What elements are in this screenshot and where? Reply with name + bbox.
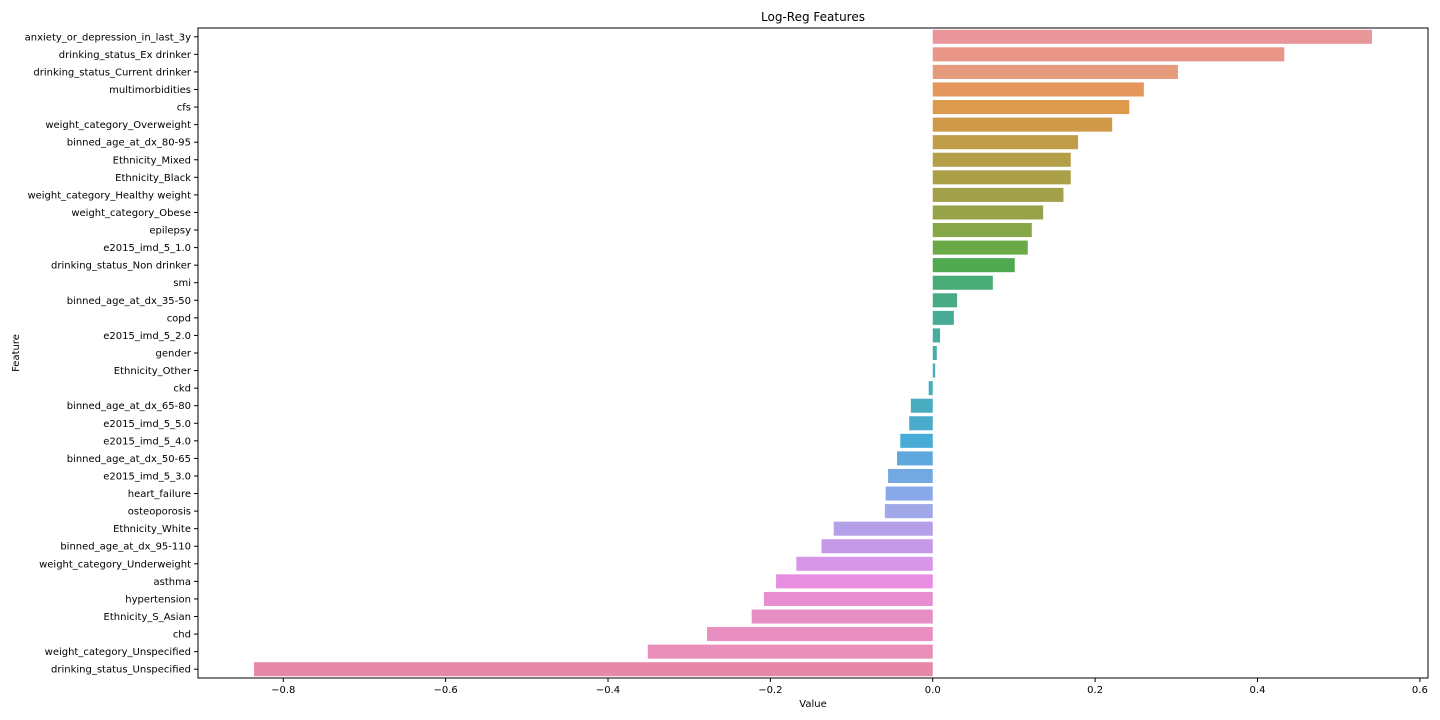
chart-title: Log-Reg Features: [761, 10, 865, 24]
bar-hypertension: [763, 591, 933, 606]
y-tick-label: weight_category_Unspecified: [45, 647, 191, 658]
y-tick-label: multimorbidities: [109, 85, 191, 96]
y-tick-label: asthma: [154, 577, 191, 588]
y-tick-label: chd: [173, 630, 191, 641]
y-tick-label: Ethnicity_Mixed: [113, 155, 191, 166]
bar-anxiety-or-depression-in-last-3y: [932, 29, 1372, 44]
bar-binned-age-at-dx-80-95: [932, 135, 1079, 150]
y-tick-label: e2015_imd_5_1.0: [103, 243, 191, 254]
bar-weight-category-unspecified: [647, 644, 933, 659]
bar-weight-category-healthy-weight: [932, 187, 1064, 202]
bar-drinking-status-non-drinker: [932, 258, 1015, 273]
x-tick-label: 0.6: [1412, 685, 1428, 696]
x-ticks: −0.8 −0.6 −0.4 −0.2 0.0 0.2 0.4 0.6: [271, 678, 1428, 696]
y-tick-label: smi: [173, 278, 191, 289]
y-tick-label: weight_category_Overweight: [45, 120, 191, 131]
y-tick-label: binned_age_at_dx_50-65: [67, 454, 191, 465]
bar-weight-category-overweight: [932, 117, 1113, 132]
y-tick-label: binned_age_at_dx_95-110: [60, 542, 191, 553]
y-axis-label: Feature: [11, 334, 22, 372]
y-tick-label: weight_category_Obese: [71, 208, 191, 219]
y-tick-label: binned_age_at_dx_65-80: [67, 401, 191, 412]
y-tick-label: osteoporosis: [128, 507, 191, 518]
y-tick-label: copd: [167, 313, 191, 324]
bar-copd: [932, 310, 954, 325]
bar-epilepsy: [932, 223, 1032, 238]
y-tick-label: epilepsy: [149, 226, 191, 237]
bar-e2015-imd-5-5-0: [909, 416, 933, 431]
bar-ethnicity-mixed: [932, 152, 1071, 167]
bar-binned-age-at-dx-65-80: [910, 398, 933, 413]
bar-e2015-imd-5-3-0: [888, 468, 933, 483]
x-tick-label: −0.8: [271, 685, 295, 696]
y-tick-label: ckd: [173, 384, 191, 395]
x-tick-label: −0.2: [758, 685, 782, 696]
x-tick-label: −0.6: [433, 685, 457, 696]
bar-asthma: [776, 574, 933, 589]
y-tick-label: Ethnicity_S_Asian: [104, 612, 191, 623]
bar-binned-age-at-dx-35-50: [932, 293, 958, 308]
bar-ckd: [928, 381, 933, 396]
bar-drinking-status-ex-drinker: [932, 47, 1285, 62]
bar-multimorbidities: [932, 82, 1144, 97]
y-tick-label: e2015_imd_5_2.0: [103, 331, 191, 342]
y-tick-label: cfs: [177, 103, 191, 114]
y-tick-label: hypertension: [125, 594, 191, 605]
bar-e2015-imd-5-4-0: [900, 433, 933, 448]
bar-weight-category-underweight: [796, 556, 933, 571]
bar-weight-category-obese: [932, 205, 1044, 220]
bar-ethnicity-other: [932, 363, 936, 378]
y-tick-label: Ethnicity_Black: [115, 173, 191, 184]
bar-gender: [932, 345, 937, 361]
y-tick-label: binned_age_at_dx_80-95: [67, 138, 191, 149]
y-tick-label: Ethnicity_White: [113, 524, 191, 535]
y-tick-label: weight_category_Underweight: [39, 559, 191, 570]
y-tick-label: heart_failure: [128, 489, 191, 500]
y-tick-label: drinking_status_Ex drinker: [59, 50, 192, 61]
y-tick-labels: anxiety_or_depression_in_last_3y drinking…: [25, 32, 198, 676]
x-tick-label: −0.4: [596, 685, 620, 696]
y-tick-label: e2015_imd_5_3.0: [103, 471, 191, 482]
bar-drinking-status-unspecified: [254, 662, 933, 677]
x-tick-label: 0.0: [925, 685, 941, 696]
bar-heart-failure: [885, 486, 933, 501]
bar-chd: [707, 627, 933, 642]
x-tick-label: 0.2: [1087, 685, 1103, 696]
x-axis-label: Value: [799, 699, 826, 710]
bar-smi: [932, 275, 993, 290]
bars-group: [254, 29, 1372, 677]
x-tick-label: 0.4: [1250, 685, 1266, 696]
y-tick-label: weight_category_Healthy weight: [27, 190, 191, 201]
bar-e2015-imd-5-1-0: [932, 240, 1028, 255]
bar-drinking-status-current-drinker: [932, 64, 1178, 79]
y-tick-label: e2015_imd_5_4.0: [103, 436, 191, 447]
y-tick-label: anxiety_or_depression_in_last_3y: [25, 32, 191, 43]
y-tick-label: binned_age_at_dx_35-50: [67, 296, 191, 307]
y-tick-label: gender: [156, 349, 192, 360]
y-tick-label: e2015_imd_5_5.0: [103, 419, 191, 430]
plot-frame: [197, 27, 1429, 679]
y-tick-label: drinking_status_Unspecified: [51, 665, 191, 676]
y-tick-label: drinking_status_Non drinker: [51, 261, 192, 272]
bar-e2015-imd-5-2-0: [932, 328, 941, 343]
bar-ethnicity-white: [833, 521, 933, 536]
bar-binned-age-at-dx-95-110: [821, 539, 933, 554]
bar-cfs: [932, 100, 1130, 115]
bar-ethnicity-s-asian: [751, 609, 933, 624]
y-tick-label: drinking_status_Current drinker: [33, 67, 191, 78]
y-tick-label: Ethnicity_Other: [114, 366, 192, 377]
bar-ethnicity-black: [932, 170, 1071, 185]
bar-osteoporosis: [884, 504, 933, 519]
bar-binned-age-at-dx-50-65: [897, 451, 933, 466]
